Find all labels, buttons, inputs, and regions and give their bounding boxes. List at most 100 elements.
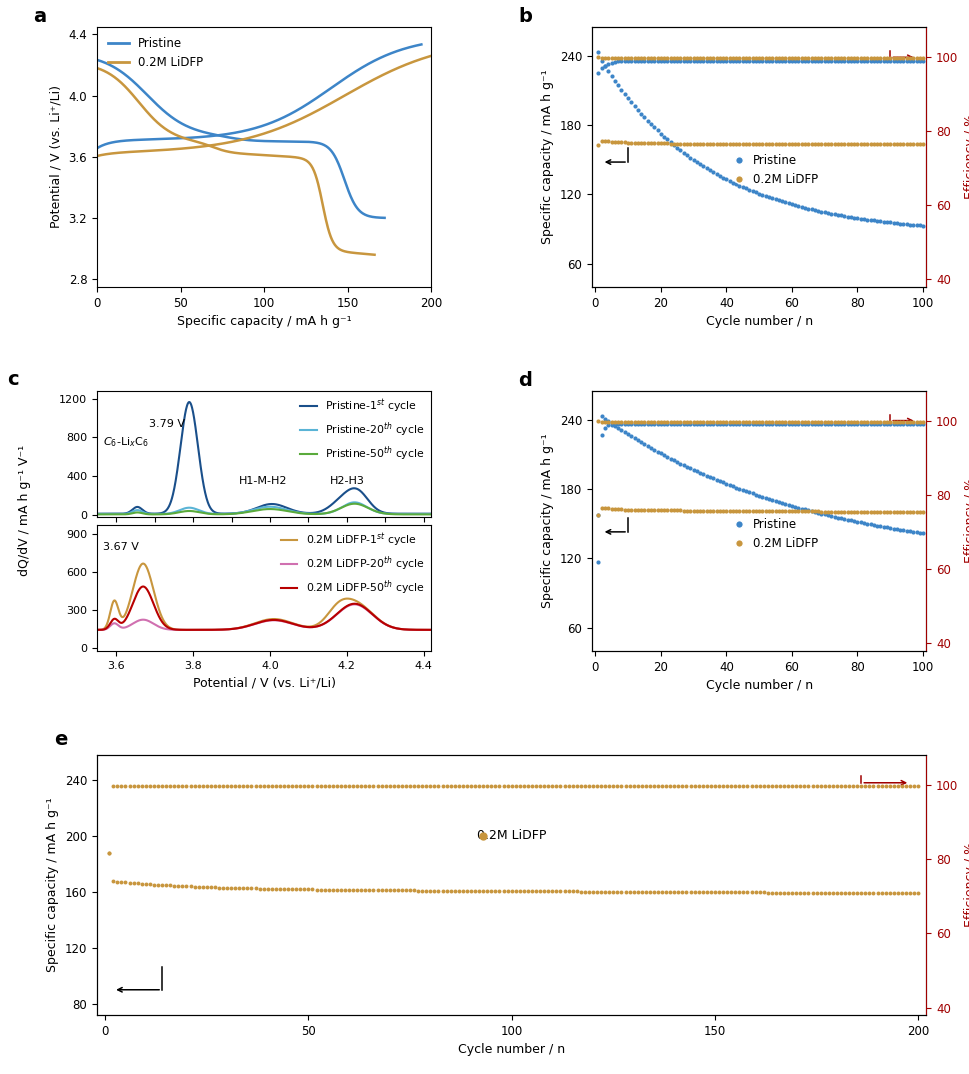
Point xyxy=(860,885,876,902)
Point xyxy=(740,53,756,70)
Point xyxy=(813,49,828,67)
Point xyxy=(590,64,606,82)
Point xyxy=(659,502,674,519)
Point xyxy=(686,778,702,795)
Point xyxy=(849,778,864,795)
Point xyxy=(901,53,917,70)
Point xyxy=(760,778,775,795)
Point xyxy=(773,135,789,153)
Point xyxy=(783,503,798,520)
Point xyxy=(731,778,746,795)
Point xyxy=(256,778,271,795)
Point xyxy=(731,415,746,432)
Point xyxy=(771,884,787,901)
Point xyxy=(666,778,681,795)
Point xyxy=(735,778,750,795)
Point xyxy=(744,183,760,200)
Pristine-20$^{th}$ cycle xyxy=(358,499,369,512)
Point xyxy=(182,877,198,895)
Point xyxy=(885,135,900,153)
Point xyxy=(593,132,609,149)
Point xyxy=(754,186,769,203)
Point xyxy=(737,53,753,70)
Point xyxy=(852,415,867,432)
Point xyxy=(852,413,867,431)
Point xyxy=(809,135,825,153)
Point xyxy=(597,49,612,67)
Point xyxy=(836,135,852,153)
Point xyxy=(619,413,635,431)
Point xyxy=(797,135,812,153)
Point xyxy=(195,879,210,896)
Point xyxy=(636,436,651,453)
Point xyxy=(718,475,734,492)
Point xyxy=(908,504,923,521)
Point xyxy=(904,523,920,540)
Point xyxy=(328,778,344,795)
Pristine-20$^{th}$ cycle xyxy=(321,507,332,520)
Point xyxy=(540,778,555,795)
Point xyxy=(799,200,815,217)
Point xyxy=(842,208,858,226)
Point xyxy=(619,502,635,519)
Pristine-50$^{th}$ cycle xyxy=(125,507,137,520)
Point xyxy=(859,211,874,228)
Point xyxy=(744,135,760,153)
Point xyxy=(126,778,141,795)
Point xyxy=(816,135,831,153)
Point xyxy=(735,178,750,195)
Point xyxy=(832,415,848,432)
Point xyxy=(796,884,811,901)
Point xyxy=(728,49,743,67)
Point xyxy=(881,885,896,902)
Point xyxy=(361,778,377,795)
Point xyxy=(552,778,568,795)
Point xyxy=(904,216,920,233)
Point xyxy=(714,169,730,186)
Point xyxy=(645,415,661,432)
Point xyxy=(523,778,539,795)
Point xyxy=(182,778,198,795)
Point xyxy=(597,132,612,149)
Point xyxy=(211,879,227,896)
Point xyxy=(868,213,884,230)
Point xyxy=(702,49,717,67)
Point xyxy=(754,413,769,431)
Point xyxy=(692,49,707,67)
Point xyxy=(126,874,141,891)
Point xyxy=(829,413,845,431)
Point xyxy=(809,53,825,70)
Point xyxy=(219,880,234,897)
Point xyxy=(868,415,884,432)
Point xyxy=(832,778,848,795)
Point xyxy=(669,415,684,432)
Point xyxy=(711,413,727,431)
Point xyxy=(692,135,707,153)
Point xyxy=(751,53,766,70)
Point xyxy=(685,413,701,431)
Point xyxy=(609,883,624,900)
Point xyxy=(803,53,819,70)
Point xyxy=(728,175,743,192)
Point xyxy=(857,778,872,795)
Pristine-20$^{th}$ cycle xyxy=(348,496,359,509)
Point xyxy=(735,135,750,153)
Point xyxy=(905,778,921,795)
Point xyxy=(878,519,893,536)
Point xyxy=(130,778,145,795)
Point xyxy=(633,415,648,432)
Point xyxy=(816,413,831,431)
Point xyxy=(600,417,615,434)
Point xyxy=(645,502,661,519)
Point xyxy=(728,413,743,431)
Point xyxy=(463,778,479,795)
Point xyxy=(764,884,779,901)
Pristine-1$^{st}$ cycle xyxy=(358,489,369,502)
Point xyxy=(702,53,717,70)
Point xyxy=(783,195,798,213)
Point xyxy=(773,413,789,431)
Point xyxy=(797,415,812,432)
Point xyxy=(856,514,871,532)
Pristine-20$^{th}$ cycle xyxy=(226,507,237,520)
Point xyxy=(373,882,389,899)
